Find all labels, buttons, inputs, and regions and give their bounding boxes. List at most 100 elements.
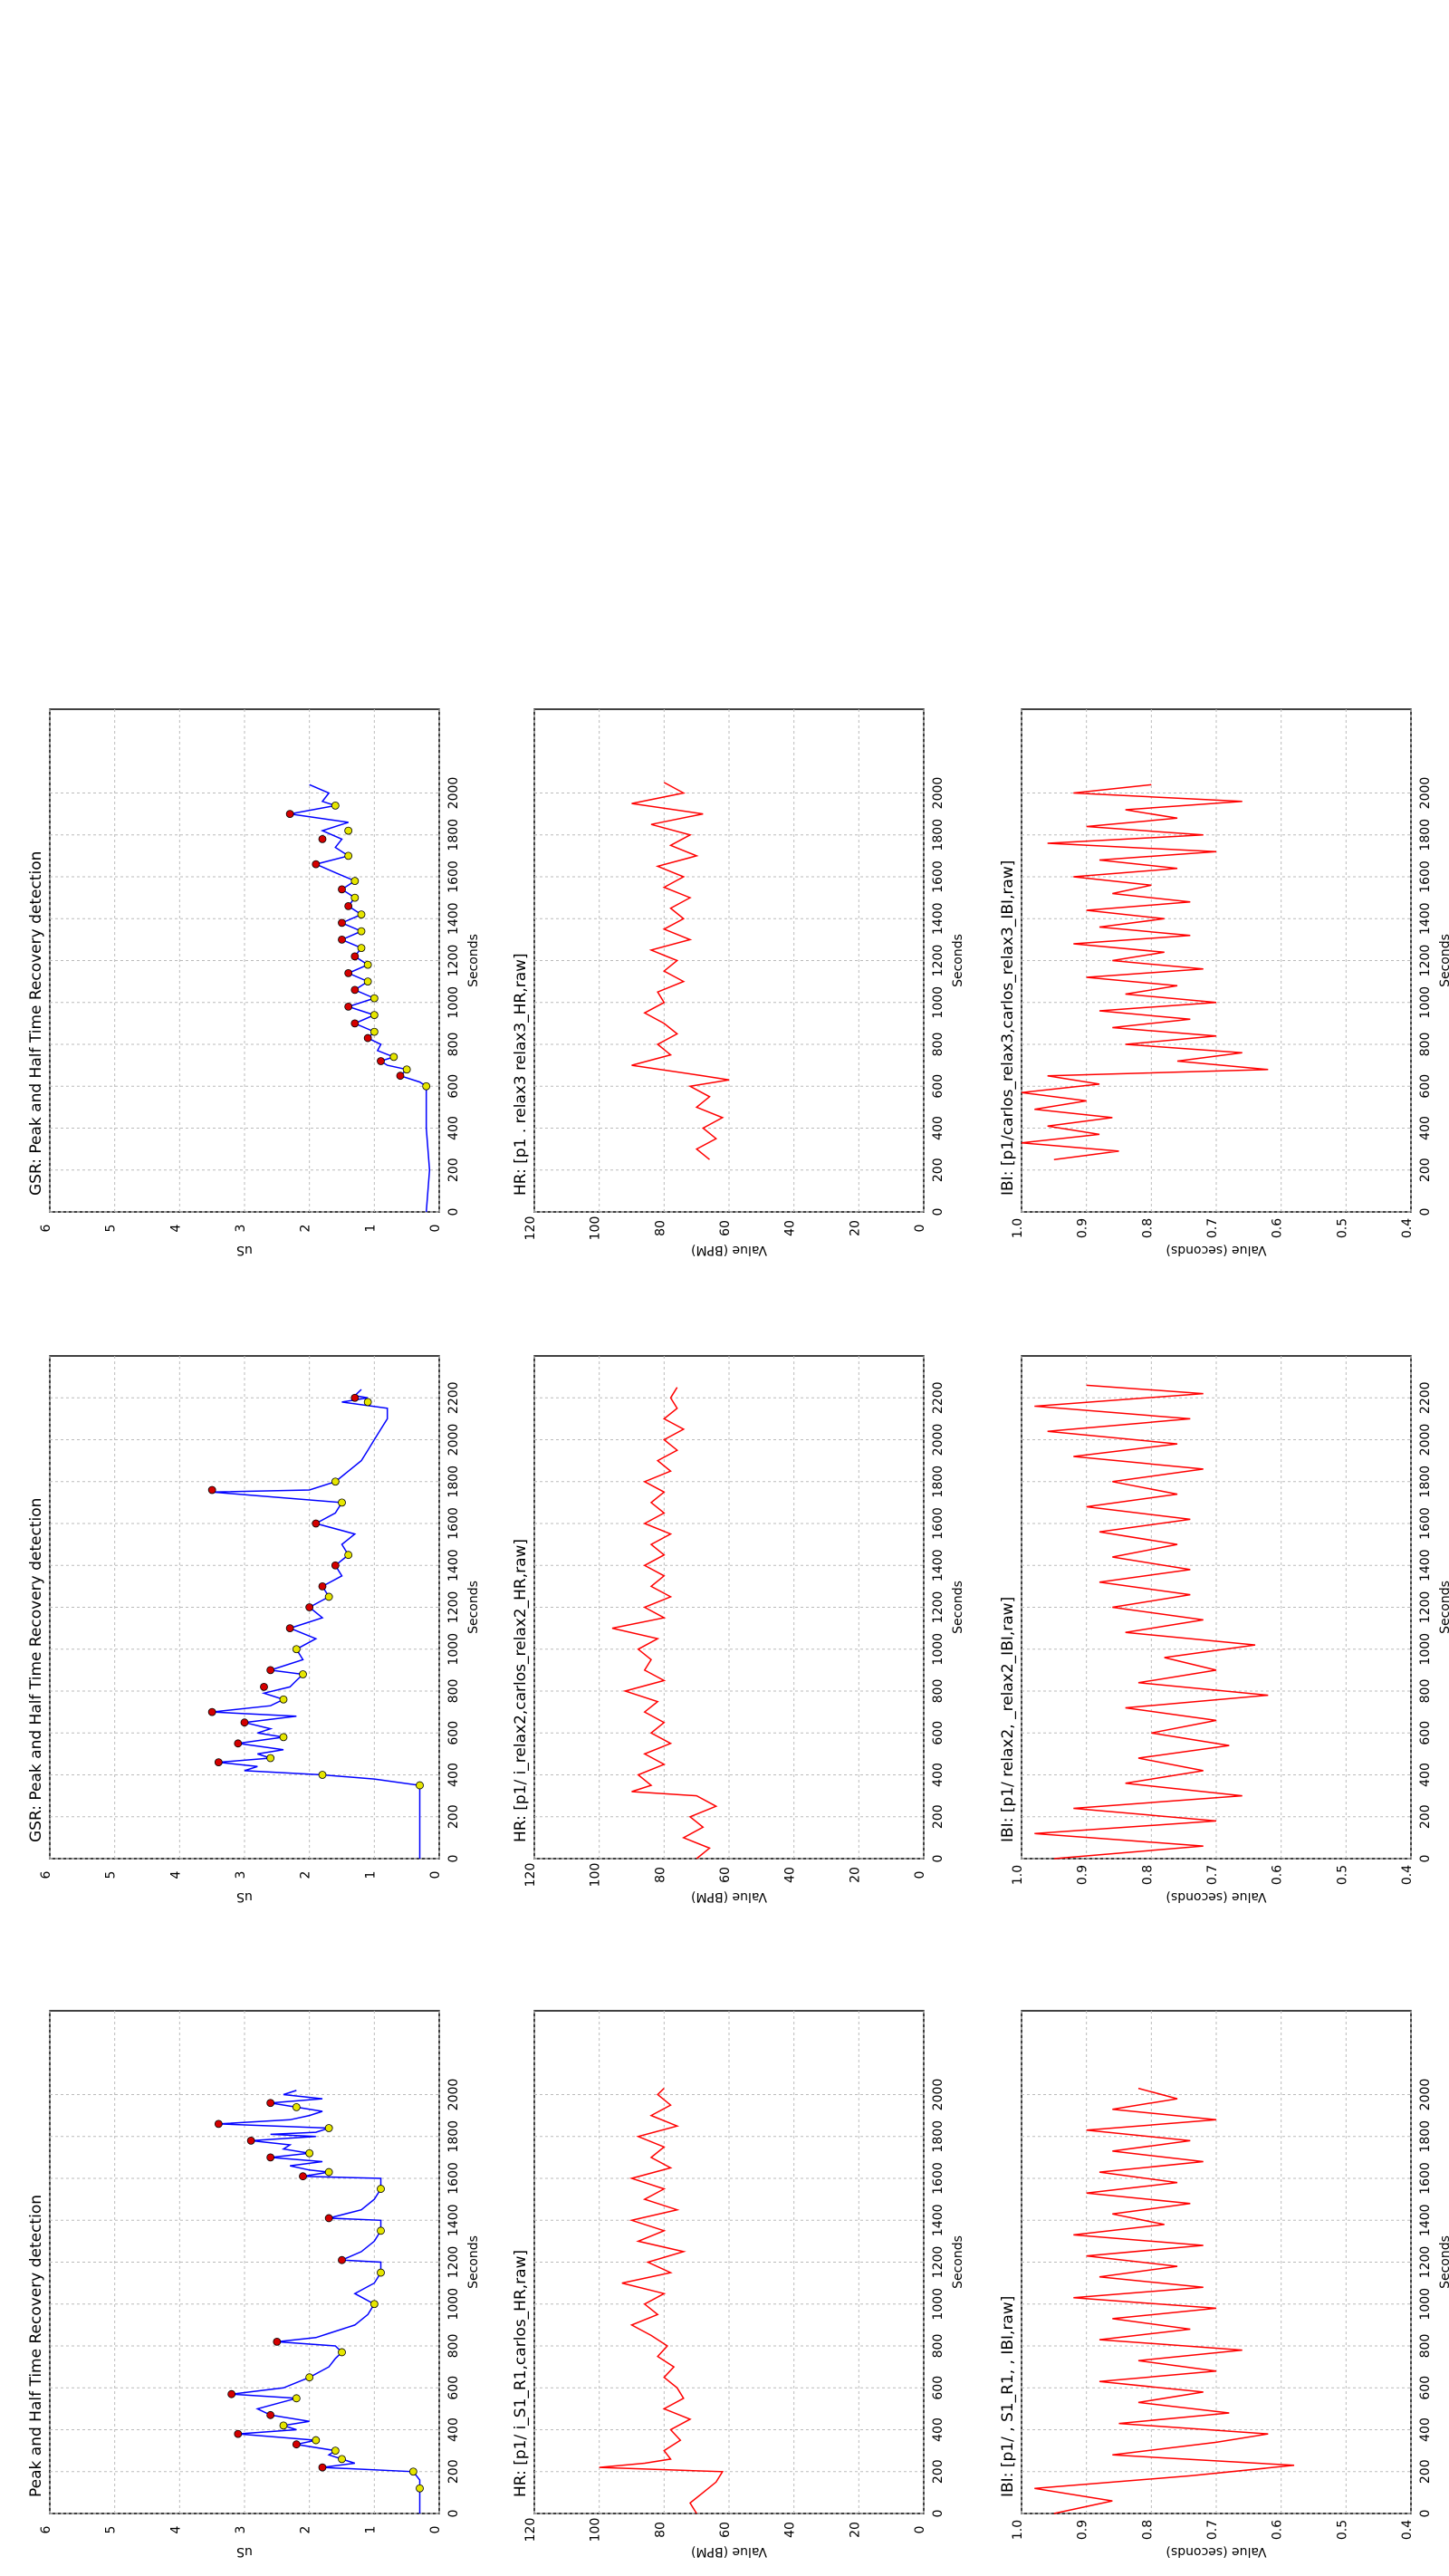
seconds-tick-label: 0 xyxy=(931,1855,945,1863)
chart-panel-gsr3: 0 1 2 3 4 5 6 0 200 400 600 800 1000 1200 1400 1600 1800… xyxy=(27,708,481,1257)
value-tick-label: 0.7 xyxy=(1205,1865,1220,1885)
seconds-tick-label: 1800 xyxy=(446,819,461,851)
seconds-tick-label: 400 xyxy=(446,1763,461,1787)
series-line xyxy=(218,2090,421,2514)
peak-marker xyxy=(312,1519,321,1528)
peak-marker xyxy=(305,1603,314,1611)
peak-marker xyxy=(338,2255,346,2264)
seconds-tick-label: 1400 xyxy=(1418,902,1433,935)
seconds-tick-label: 1200 xyxy=(1418,2246,1433,2279)
value-tick-label: 0.5 xyxy=(1335,2520,1349,2540)
seconds-tick-label: 400 xyxy=(1418,1116,1433,1140)
seconds-tick-label: 1600 xyxy=(931,2162,945,2195)
value-tick-label: 3 xyxy=(234,2526,248,2534)
seconds-tick-label: 0 xyxy=(1418,1208,1433,1216)
seconds-tick-label: 400 xyxy=(446,2417,461,2442)
value-tick-label: 0 xyxy=(428,2526,443,2534)
value-tick-label: 120 xyxy=(523,1216,538,1241)
peak-marker xyxy=(266,2099,275,2108)
seconds-tick-label: 200 xyxy=(446,1804,461,1829)
seconds-tick-label: 1000 xyxy=(931,1633,945,1666)
seconds-tick-label: 1400 xyxy=(1418,1549,1433,1581)
seconds-tick-label: 800 xyxy=(1418,1679,1433,1704)
peak-marker xyxy=(214,1758,223,1767)
recovery-marker xyxy=(363,977,372,986)
seconds-tick-label: 0 xyxy=(1418,1855,1433,1863)
value-tick-label: 0 xyxy=(428,1225,443,1233)
seconds-axis-label: Seconds xyxy=(1438,934,1449,987)
seconds-tick-label: 2000 xyxy=(931,777,945,810)
recovery-marker xyxy=(389,1053,398,1062)
seconds-tick-label: 2000 xyxy=(1418,2079,1433,2111)
chart-panel-hr1: 0204060801001200200400600800100012001400… xyxy=(512,2010,965,2559)
seconds-tick-label: 800 xyxy=(1418,1033,1433,1057)
seconds-tick-label: 200 xyxy=(931,1804,945,1829)
peak-marker xyxy=(344,968,353,977)
peak-marker xyxy=(338,918,346,928)
value-axis-label: uS xyxy=(236,2544,253,2559)
seconds-tick-label: 1200 xyxy=(931,2246,945,2279)
chart-panel-gsr2: 0 1 2 3 4 5 6 0 200 400 600 800 1000 1200 1400 1600 1800… xyxy=(27,1355,481,1904)
value-axis-label: uS xyxy=(236,1889,253,1904)
series-line xyxy=(1021,783,1269,1160)
recovery-marker xyxy=(305,2373,314,2382)
seconds-tick-label: 2200 xyxy=(931,1381,945,1414)
seconds-tick-label: 1400 xyxy=(1418,2204,1433,2236)
seconds-tick-label: 600 xyxy=(931,1074,945,1099)
seconds-tick-label: 400 xyxy=(1418,1763,1433,1787)
peak-marker xyxy=(266,1666,275,1675)
seconds-tick-label: 600 xyxy=(446,2376,461,2400)
seconds-tick-label: 1200 xyxy=(446,2246,461,2279)
value-tick-label: 80 xyxy=(653,1867,667,1883)
peak-marker xyxy=(214,2119,223,2129)
value-tick-label: 4 xyxy=(168,1224,183,1232)
seconds-tick-label: 400 xyxy=(931,1116,945,1140)
value-tick-label: 0.7 xyxy=(1205,1218,1220,1238)
value-tick-label: 0.4 xyxy=(1400,1865,1415,1885)
recovery-marker xyxy=(357,944,366,953)
value-tick-label: 6 xyxy=(39,2525,53,2533)
value-tick-label: 0 xyxy=(913,1871,927,1879)
peak-marker xyxy=(350,952,360,961)
recovery-marker xyxy=(350,893,360,902)
value-tick-label: 2 xyxy=(299,1871,313,1879)
peak-marker xyxy=(338,935,346,944)
value-tick-label: 0.6 xyxy=(1271,1865,1285,1885)
peak-marker xyxy=(344,1002,353,1011)
recovery-marker xyxy=(344,1551,353,1560)
seconds-tick-label: 0 xyxy=(931,2510,945,2518)
recovery-marker xyxy=(357,910,366,919)
value-tick-label: 1 xyxy=(363,1225,378,1233)
seconds-tick-label: 600 xyxy=(931,2376,945,2400)
seconds-tick-label: 1600 xyxy=(446,1507,461,1540)
recovery-marker xyxy=(369,2300,379,2309)
value-tick-label: 0.5 xyxy=(1335,1218,1349,1238)
value-tick-label: 60 xyxy=(718,1867,733,1883)
seconds-axis-label: Seconds xyxy=(466,2235,481,2289)
series-line xyxy=(1034,2087,1295,2514)
seconds-tick-label: 1000 xyxy=(931,2288,945,2321)
seconds-tick-label: 200 xyxy=(1418,1158,1433,1182)
chart-title: IBI: [p1/ , S1_R1, , IBI,raw] xyxy=(999,2296,1017,2497)
peak-marker xyxy=(299,2172,307,2181)
recovery-marker xyxy=(377,2226,385,2235)
seconds-tick-label: 1600 xyxy=(446,2162,461,2195)
series-line xyxy=(290,783,431,1213)
seconds-tick-label: 1400 xyxy=(446,2204,461,2236)
peak-marker xyxy=(363,1033,372,1043)
seconds-tick-label: 200 xyxy=(446,2459,461,2484)
chart-title: HR: [p1/ i_relax2,carlos_relax2_HR,raw] xyxy=(512,1539,530,1842)
seconds-tick-label: 200 xyxy=(446,1158,461,1182)
seconds-axis-label: Seconds xyxy=(1438,2235,1449,2289)
peak-marker xyxy=(234,1739,243,1748)
seconds-tick-label: 1800 xyxy=(446,1466,461,1498)
value-tick-label: 1 xyxy=(363,2526,378,2534)
value-tick-label: 0.8 xyxy=(1140,1865,1155,1885)
chart-title: HR: [p1/ i_S1_R1,carlos_HR,raw] xyxy=(512,2250,530,2497)
seconds-tick-label: 2000 xyxy=(1418,777,1433,810)
recovery-marker xyxy=(266,1754,275,1763)
value-tick-label: 1.0 xyxy=(1011,2520,1025,2540)
value-axis-label: uS xyxy=(236,1243,253,1257)
recovery-marker xyxy=(279,2421,288,2430)
seconds-tick-label: 0 xyxy=(446,1208,461,1216)
